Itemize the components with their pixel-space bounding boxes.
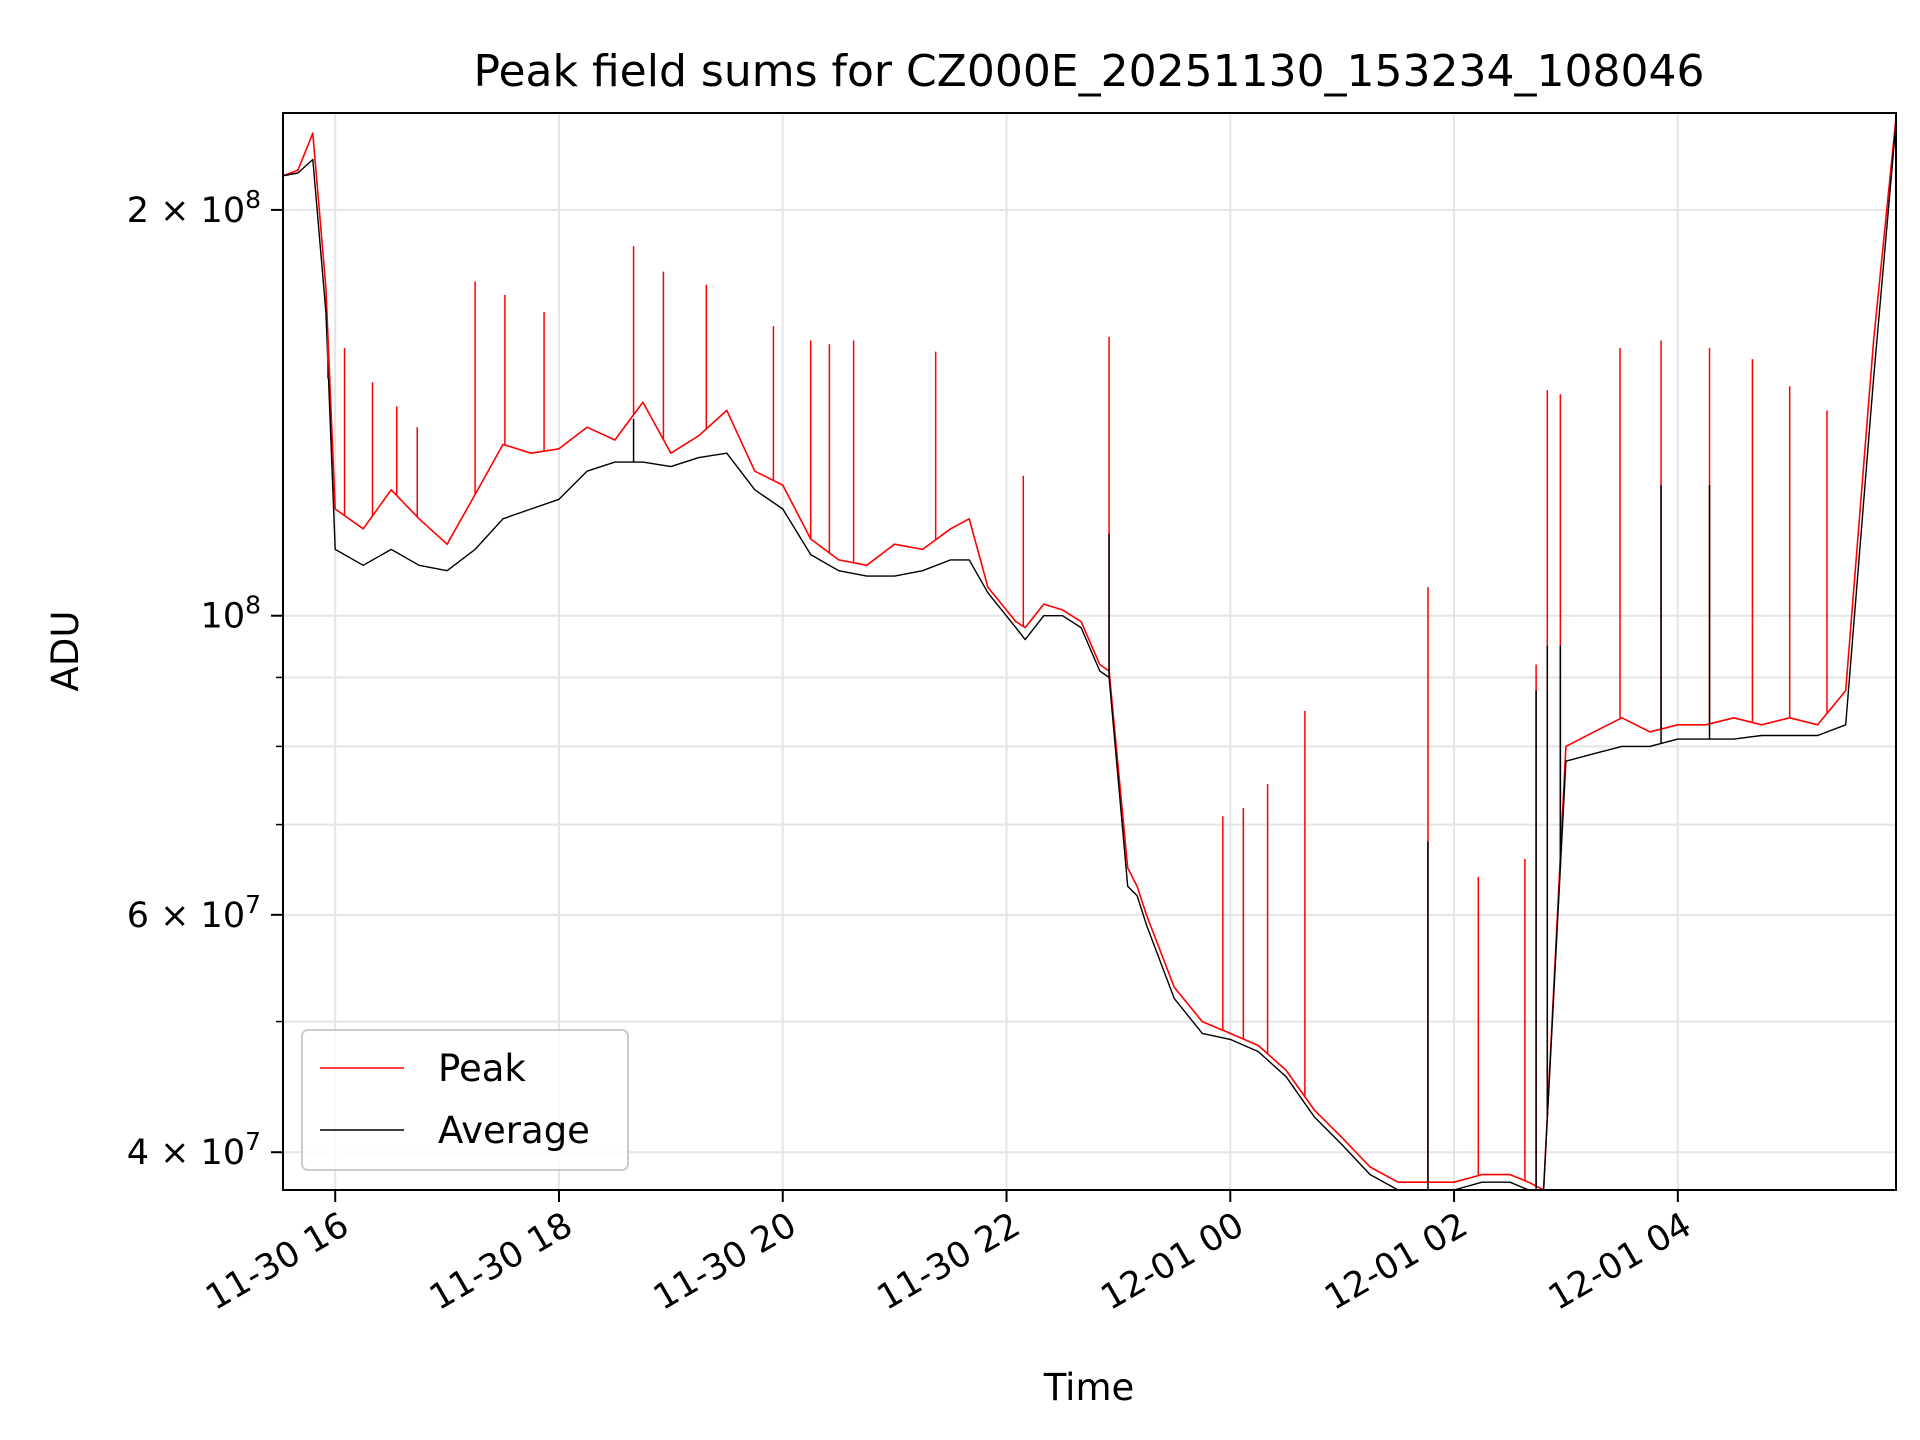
y-axis-label: ADU (44, 611, 87, 692)
y-tick-label: 6 × 107 (127, 890, 261, 936)
series-line-average (282, 122, 1897, 1191)
x-axis-label: Time (1043, 1366, 1135, 1409)
plot-frame (282, 112, 1897, 1191)
y-axis-ticks: 4 × 107 6 × 107 108 2 × 108 (127, 185, 283, 1173)
y-tick-label: 4 × 107 (127, 1127, 261, 1173)
series-line-peak (282, 117, 1897, 1191)
legend-box (301, 1029, 629, 1171)
plot-series (282, 117, 1897, 1191)
legend: Peak Average (301, 1029, 629, 1171)
chart-title: Peak field sums for CZ000E_20251130_1532… (474, 46, 1705, 97)
legend-peak-label: Peak (438, 1047, 526, 1090)
legend-average-label: Average (438, 1109, 590, 1152)
y-tick-label: 2 × 108 (127, 185, 261, 231)
y-tick-label: 108 (201, 591, 261, 637)
